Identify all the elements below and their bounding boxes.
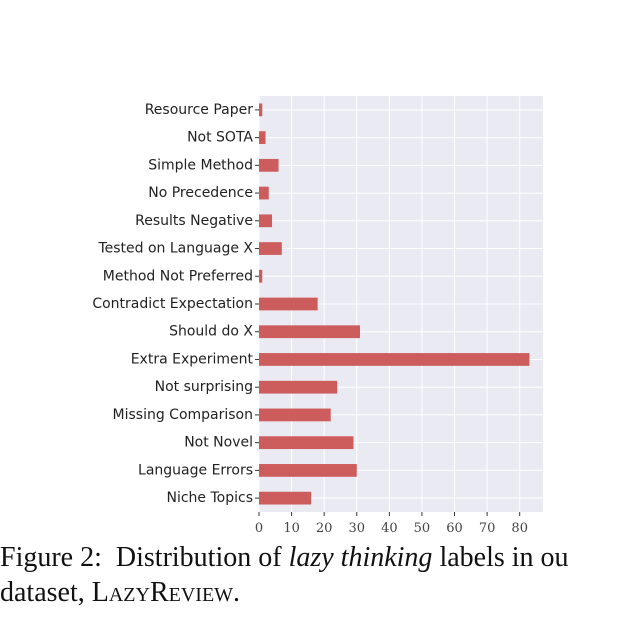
caption-text: Distribution of xyxy=(116,542,282,573)
caption-name: LazyReview xyxy=(92,577,233,608)
caption-emphasis: lazy thinking xyxy=(289,542,433,573)
bar xyxy=(259,408,331,422)
y-tick-label: Language Errors xyxy=(138,462,253,478)
y-tick-label: Resource Paper xyxy=(145,102,254,118)
y-tick-label: Should do X xyxy=(169,324,253,340)
y-tick-label: Not Novel xyxy=(184,435,253,451)
x-tick-label: 30 xyxy=(348,521,365,536)
caption-text: labels in ou xyxy=(439,542,568,573)
bar xyxy=(259,186,269,200)
y-tick-label: Not surprising xyxy=(155,379,253,395)
bar xyxy=(259,242,282,255)
x-tick-label: 80 xyxy=(511,521,528,536)
bar xyxy=(259,491,312,505)
bar xyxy=(259,297,318,311)
y-tick-label: Contradict Expectation xyxy=(92,296,253,312)
y-tick-label: Missing Comparison xyxy=(113,407,253,423)
x-tick-label: 70 xyxy=(479,521,496,536)
bar xyxy=(259,436,354,450)
y-tick-label: Niche Topics xyxy=(166,490,253,506)
y-tick-label: No Precedence xyxy=(148,185,253,201)
bar xyxy=(259,269,263,283)
x-tick-label: 60 xyxy=(446,521,463,536)
bar xyxy=(259,131,266,144)
caption-text: dataset, xyxy=(0,577,85,608)
bar xyxy=(259,353,530,366)
caption-line-2: dataset, LazyReview. xyxy=(0,577,240,608)
bar xyxy=(259,158,279,172)
y-tick-label: Simple Method xyxy=(148,157,253,173)
caption-text: . xyxy=(233,577,240,608)
x-tick-label: 10 xyxy=(283,521,300,536)
x-tick-label: 20 xyxy=(316,521,333,536)
caption-line-1: Figure 2: Distribution of lazy thinking l… xyxy=(0,542,569,573)
bar xyxy=(259,380,338,394)
x-tick-label: 0 xyxy=(255,521,263,536)
bar xyxy=(259,103,263,117)
y-tick-label: Method Not Preferred xyxy=(103,268,253,284)
x-tick-label: 40 xyxy=(381,521,398,536)
bar xyxy=(259,464,357,477)
y-tick-label: Not SOTA xyxy=(187,130,253,146)
y-tick-label: Extra Experiment xyxy=(131,351,254,367)
plot: 0 10 20 30 40 50 60 70 80 Resource Paper Not SOTA S… xyxy=(92,96,543,536)
y-tick-label: Results Negative xyxy=(135,213,253,229)
x-tick-label: 50 xyxy=(414,521,431,536)
y-tick-label: Tested on Language X xyxy=(97,241,253,257)
bar xyxy=(259,214,273,228)
bar xyxy=(259,325,361,339)
caption-label: Figure 2: xyxy=(0,542,102,573)
